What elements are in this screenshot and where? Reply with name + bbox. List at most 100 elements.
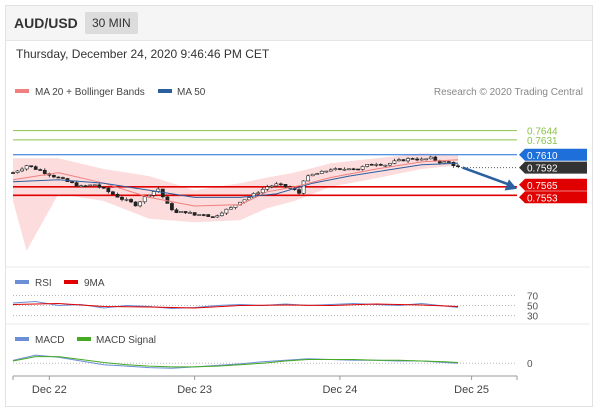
- candle-body: [269, 185, 274, 188]
- candle-body: [142, 196, 147, 203]
- candle-body: [456, 165, 460, 168]
- candle-body: [265, 186, 270, 190]
- rsi-tick-label: 50: [527, 302, 539, 313]
- macd-legend-swatch: [15, 337, 29, 341]
- candle-body: [70, 181, 74, 183]
- candle-body: [29, 165, 34, 167]
- candle-body: [88, 184, 93, 187]
- support-label-text: 0.7565: [527, 181, 558, 192]
- ma50-legend-swatch: [158, 89, 172, 93]
- candle-body: [410, 158, 415, 160]
- candle-body: [11, 172, 15, 174]
- candle-body: [42, 169, 47, 174]
- candle-body: [428, 156, 433, 160]
- rsi-tick-label: 30: [527, 312, 539, 323]
- candle-body: [378, 164, 383, 166]
- candle-body: [101, 186, 106, 189]
- candle-body: [24, 165, 29, 170]
- candle-body: [324, 170, 329, 173]
- candle-body: [206, 214, 211, 217]
- support-label-text: 0.7553: [527, 193, 558, 204]
- candle-body: [351, 168, 356, 171]
- candle-body: [278, 183, 283, 186]
- current-label-text: 0.7592: [527, 164, 558, 175]
- candle-body: [83, 185, 88, 187]
- candle-body: [397, 159, 401, 162]
- x-tick-label: Dec 22: [32, 384, 67, 396]
- support-label-tag: [519, 178, 587, 191]
- candle-body: [33, 166, 38, 170]
- ma9-legend-swatch: [64, 280, 78, 284]
- macd-signal-legend-label: MACD Signal: [96, 335, 156, 346]
- candle-body: [256, 192, 261, 195]
- candle-body: [283, 184, 288, 188]
- candle-body: [147, 194, 152, 198]
- chart-header: AUD/USD 30 MIN: [6, 6, 592, 41]
- rsi-legend: RSI 9MA: [15, 278, 105, 289]
- symbol-label: AUD/USD: [14, 15, 78, 31]
- x-axis: Dec 22 Dec 23 Dec 24 Dec 25: [12, 375, 518, 396]
- candle-body: [74, 182, 79, 187]
- macd-signal-legend-swatch: [77, 337, 91, 341]
- candle-body: [97, 184, 102, 188]
- rsi-tick-label: 70: [527, 292, 539, 303]
- chart-widget: AUD/USD 30 MIN Thursday, December 24, 20…: [5, 5, 593, 407]
- candle-body: [333, 168, 338, 171]
- rsi-legend-label: RSI: [35, 278, 52, 289]
- candle-body: [442, 161, 447, 164]
- candle-body: [360, 166, 365, 170]
- ma9-legend-label: 9MA: [84, 278, 105, 289]
- candle-body: [106, 187, 111, 193]
- rsi-ma9-line: [12, 302, 459, 309]
- candle-body: [415, 158, 420, 161]
- candle-body: [401, 159, 406, 162]
- macd-signal-line: [12, 356, 459, 368]
- candle-body: [419, 158, 424, 161]
- chart-timestamp: Thursday, December 24, 2020 9:46:46 PM C…: [16, 47, 270, 61]
- current-label-tag: [519, 161, 587, 174]
- candle-body: [374, 164, 379, 166]
- candle-body: [79, 185, 84, 187]
- candle-body: [424, 158, 429, 161]
- candle-body: [20, 168, 24, 172]
- candle-body: [120, 196, 124, 200]
- forecast-arrow-shaft: [462, 166, 514, 188]
- candle-body: [129, 199, 133, 203]
- candle-body: [38, 169, 43, 171]
- candle-body: [197, 214, 202, 216]
- candle-body: [174, 209, 179, 213]
- forecast-arrow-head: [504, 179, 517, 191]
- candle-body: [451, 161, 456, 167]
- pivot-label-tag: [519, 148, 587, 161]
- candle-body: [51, 174, 56, 178]
- candle-body: [210, 216, 215, 218]
- candle-body: [342, 168, 347, 171]
- candle-body: [310, 173, 315, 177]
- candle-body: [188, 212, 192, 214]
- candle-body: [301, 180, 306, 194]
- candle-body: [219, 212, 224, 216]
- candle-body: [446, 161, 451, 163]
- candle-body: [229, 207, 233, 210]
- macd-tick-label: 0: [527, 359, 533, 370]
- candle-body: [201, 214, 206, 216]
- candle-body: [138, 201, 143, 207]
- ma20-legend-label: MA 20 + Bollinger Bands: [35, 87, 145, 98]
- candle-body: [392, 160, 397, 164]
- candle-body: [61, 177, 65, 179]
- candle-body: [356, 168, 360, 171]
- candle-body: [338, 168, 342, 170]
- candle-body: [179, 211, 183, 213]
- candle-body: [183, 211, 188, 214]
- interval-badge[interactable]: 30 MIN: [85, 12, 138, 34]
- ma50-line: [12, 162, 459, 198]
- x-tick-label: Dec 23: [177, 384, 212, 396]
- candle-body: [387, 163, 392, 166]
- candle-body: [170, 203, 174, 211]
- candle-body: [224, 208, 229, 214]
- candle-body: [115, 193, 120, 198]
- bollinger-band-area: [13, 153, 458, 251]
- x-tick-label: Dec 25: [454, 384, 489, 396]
- candle-body: [315, 173, 320, 175]
